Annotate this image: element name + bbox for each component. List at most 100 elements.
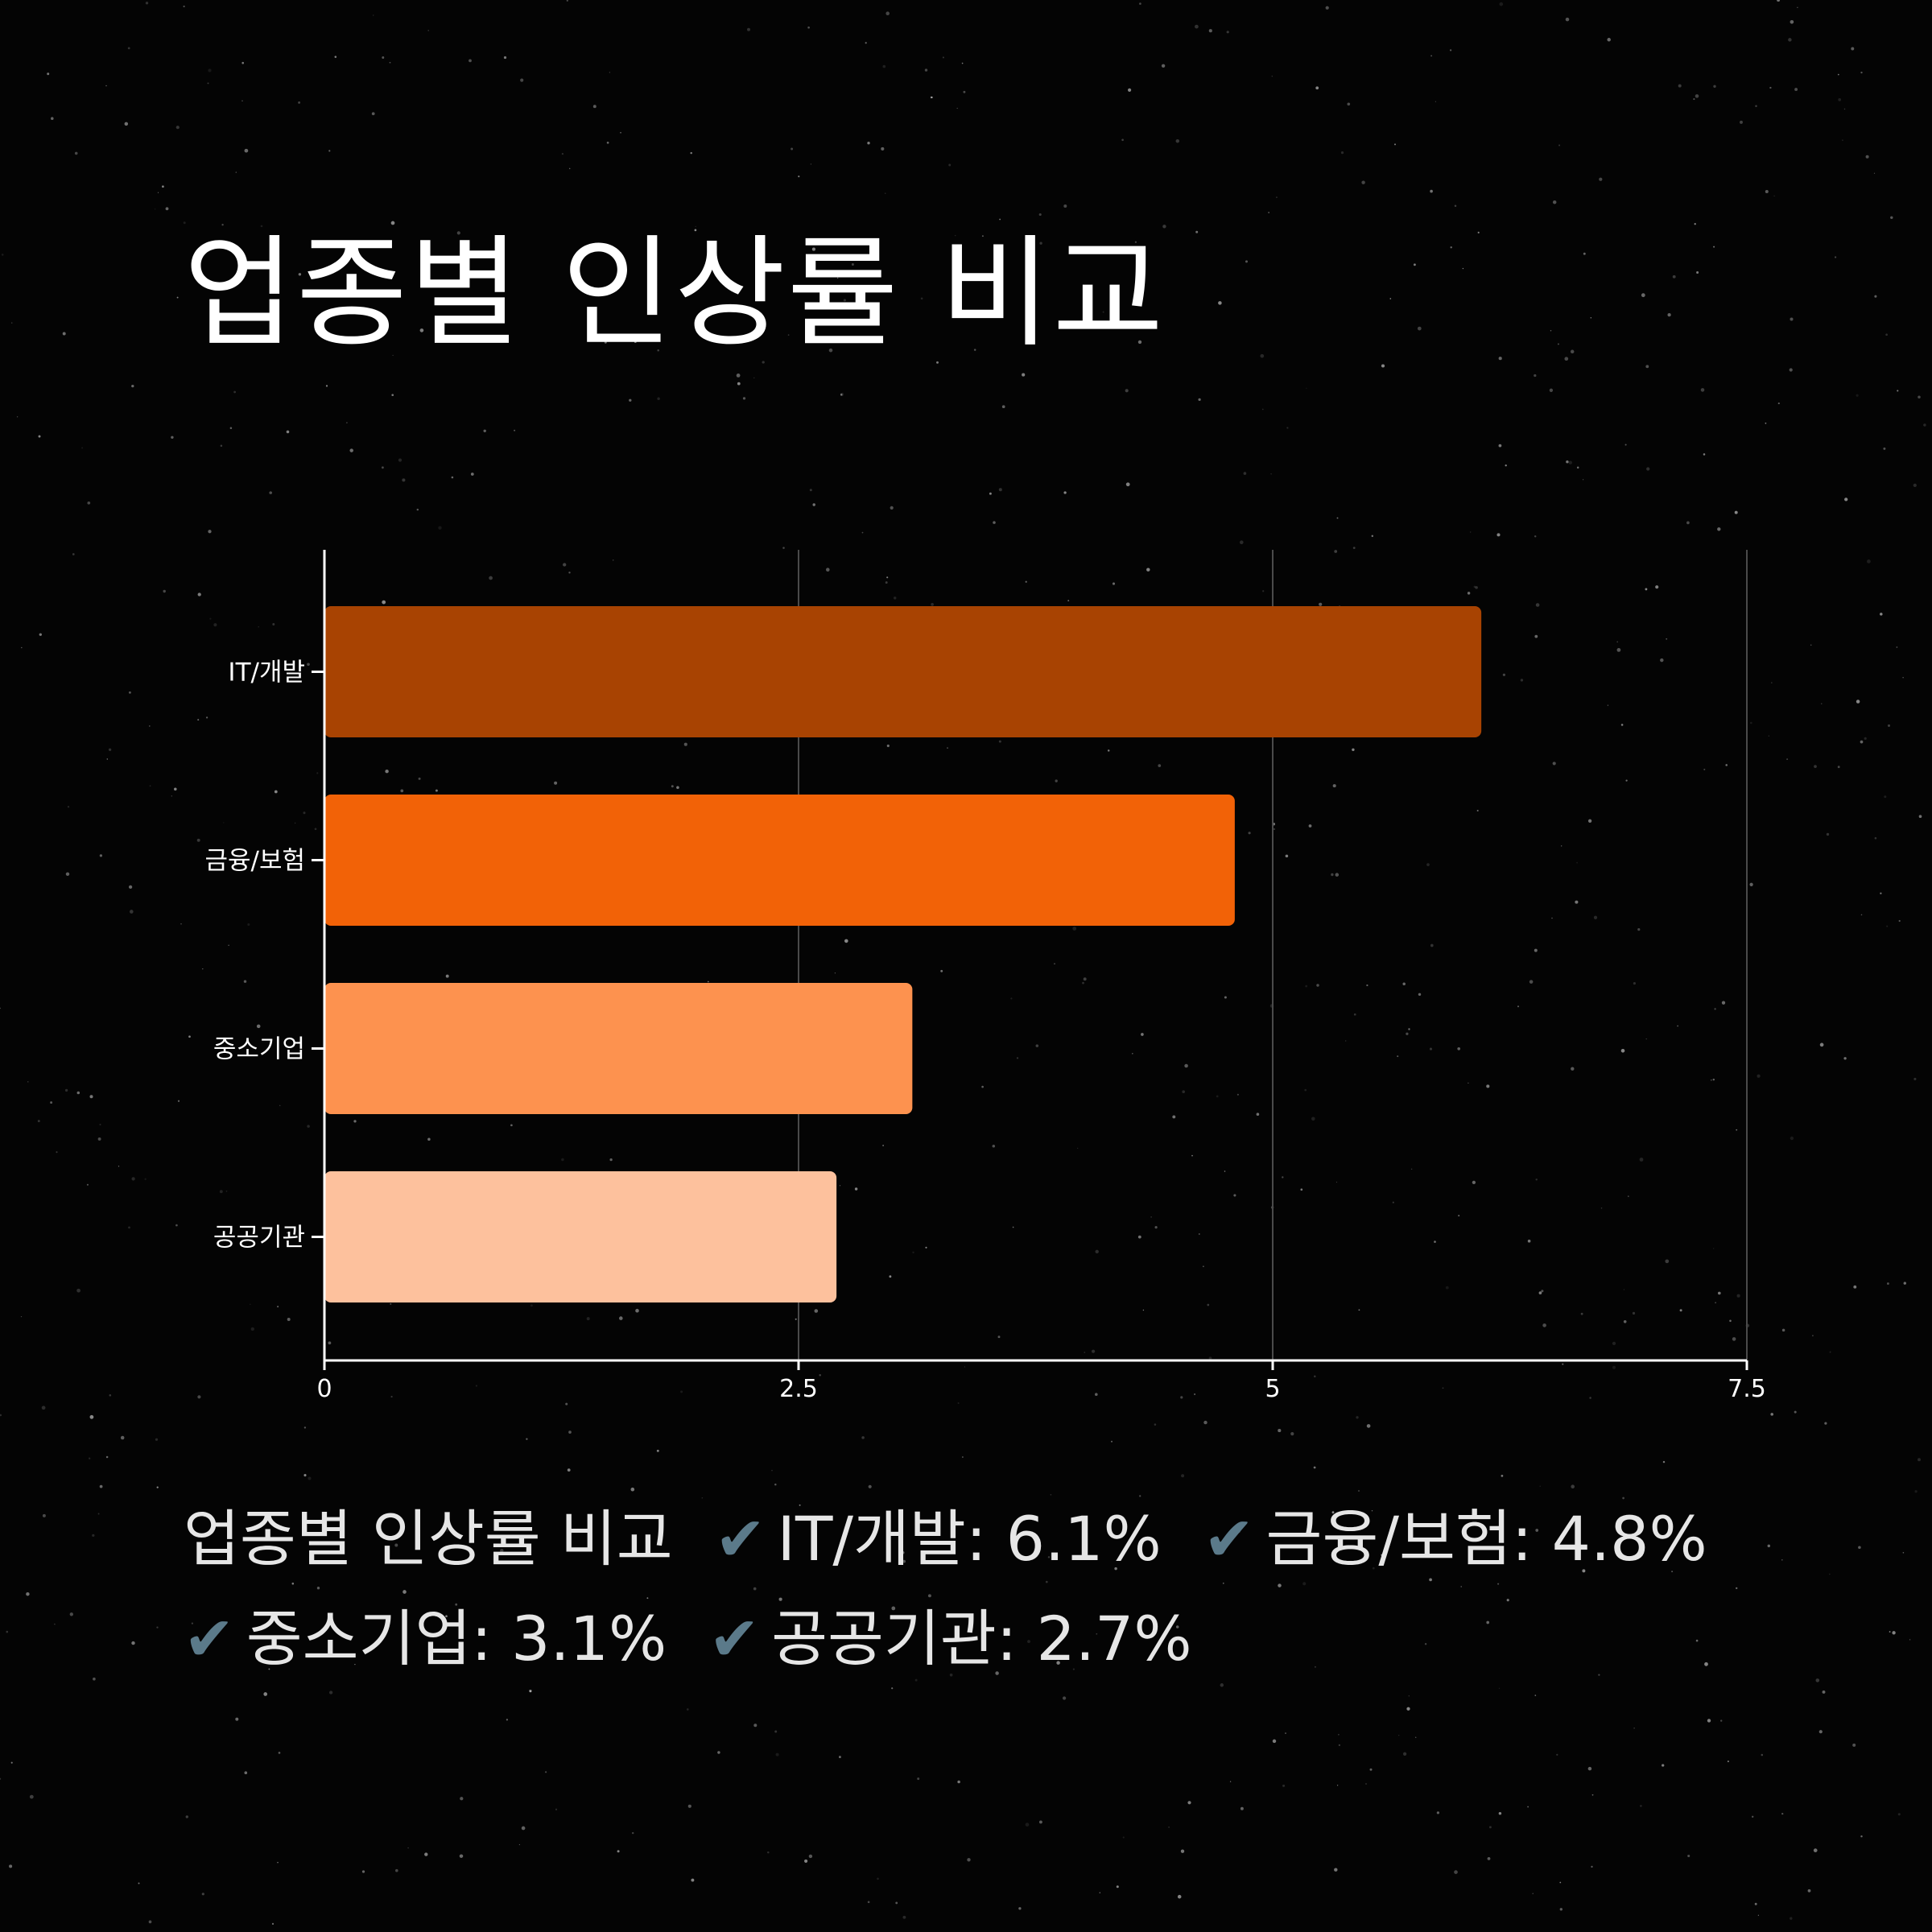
star-dot	[1243, 472, 1247, 475]
star-dot	[1154, 1226, 1158, 1229]
star-dot	[1137, 1235, 1141, 1239]
star-dot	[1063, 491, 1067, 494]
star-dot	[197, 719, 200, 721]
star-dot	[925, 1246, 927, 1249]
star-dot	[1853, 1285, 1857, 1289]
star-dot	[128, 691, 131, 694]
star-dot	[1095, 1393, 1098, 1396]
star-dot	[156, 1486, 159, 1488]
star-dot	[183, 5, 185, 8]
star-dot	[1487, 1857, 1491, 1860]
star-dot	[1262, 590, 1265, 592]
star-dot	[27, 1081, 29, 1083]
star-dot	[566, 0, 568, 2]
star-dot	[1198, 398, 1201, 402]
star-dot	[1285, 854, 1289, 858]
star-dot	[1457, 1046, 1461, 1051]
star-dot	[514, 1520, 517, 1522]
star-dot	[529, 1689, 532, 1693]
star-dot	[1226, 31, 1229, 34]
star-dot	[390, 221, 395, 225]
star-dot	[753, 1724, 758, 1728]
star-dot	[269, 491, 272, 494]
star-dot	[1552, 200, 1557, 204]
star-dot	[202, 968, 204, 970]
star-dot	[1260, 353, 1265, 358]
bar	[324, 1171, 837, 1302]
star-dot	[1470, 531, 1472, 533]
star-dot	[993, 521, 996, 524]
star-dot	[690, 151, 692, 155]
star-dot	[707, 980, 709, 983]
star-dot	[814, 1309, 819, 1313]
star-dot	[1562, 1363, 1564, 1365]
star-dot	[1568, 460, 1573, 464]
star-dot	[902, 1915, 906, 1919]
star-dot	[657, 397, 660, 400]
star-dot	[857, 303, 861, 308]
star-dot	[865, 42, 867, 44]
star-dot	[920, 297, 923, 300]
star-dot	[445, 1528, 449, 1532]
star-dot	[1754, 1902, 1757, 1905]
star-dot	[1505, 464, 1507, 467]
star-dot	[1818, 1730, 1823, 1734]
star-dot	[1896, 646, 1898, 648]
star-dot	[1765, 190, 1769, 193]
star-dot	[1517, 1005, 1519, 1008]
star-dot	[762, 361, 765, 364]
star-dot	[131, 1177, 135, 1181]
star-dot	[469, 59, 472, 63]
star-dot	[1025, 580, 1027, 583]
star-dot	[1790, 19, 1794, 24]
star-dot	[1556, 1753, 1558, 1756]
star-dot	[886, 11, 890, 15]
star-dot	[861, 531, 864, 534]
star-dot	[1449, 49, 1452, 52]
star-dot	[1645, 588, 1648, 591]
star-dot	[303, 1474, 307, 1477]
star-dot	[1018, 1907, 1022, 1910]
summary-item: 공공기관: 2.7%	[771, 1603, 1192, 1674]
star-dot	[555, 1808, 558, 1810]
star-dot	[455, 1603, 458, 1606]
star-dot	[149, 725, 151, 727]
star-dot	[889, 1275, 892, 1278]
star-dot	[1914, 1490, 1918, 1493]
star-dot	[1454, 204, 1457, 208]
star-dot	[891, 1606, 896, 1611]
star-dot	[568, 167, 571, 170]
star-dot	[108, 748, 112, 751]
star-dot	[99, 1484, 103, 1488]
star-dot	[1593, 915, 1598, 919]
star-dot	[42, 1513, 46, 1517]
star-dot	[1819, 1042, 1824, 1047]
star-dot	[948, 163, 952, 167]
star-dot	[1589, 1397, 1591, 1399]
star-dot	[10, 322, 13, 324]
star-dot	[54, 1623, 56, 1625]
star-dot	[325, 385, 328, 387]
star-dot	[807, 26, 810, 29]
star-dot	[837, 277, 839, 279]
star-dot	[544, 1771, 547, 1773]
star-dot	[989, 492, 992, 495]
star-dot	[1715, 1302, 1716, 1304]
star-dot	[518, 1843, 521, 1846]
star-dot	[1381, 364, 1385, 368]
star-dot	[657, 349, 659, 352]
star-dot	[1261, 408, 1264, 411]
star-dot	[1712, 1248, 1715, 1249]
star-dot	[361, 1870, 365, 1873]
star-dot	[210, 299, 212, 301]
star-dot	[427, 30, 429, 31]
star-dot	[287, 1232, 288, 1234]
star-dot	[1923, 423, 1926, 427]
star-dot	[1822, 1690, 1826, 1694]
star-dot	[87, 501, 91, 505]
star-dot	[812, 503, 815, 506]
star-dot	[1678, 84, 1682, 88]
star-dot	[1472, 1180, 1476, 1185]
star-dot	[1843, 1057, 1847, 1060]
star-dot	[1121, 138, 1124, 142]
